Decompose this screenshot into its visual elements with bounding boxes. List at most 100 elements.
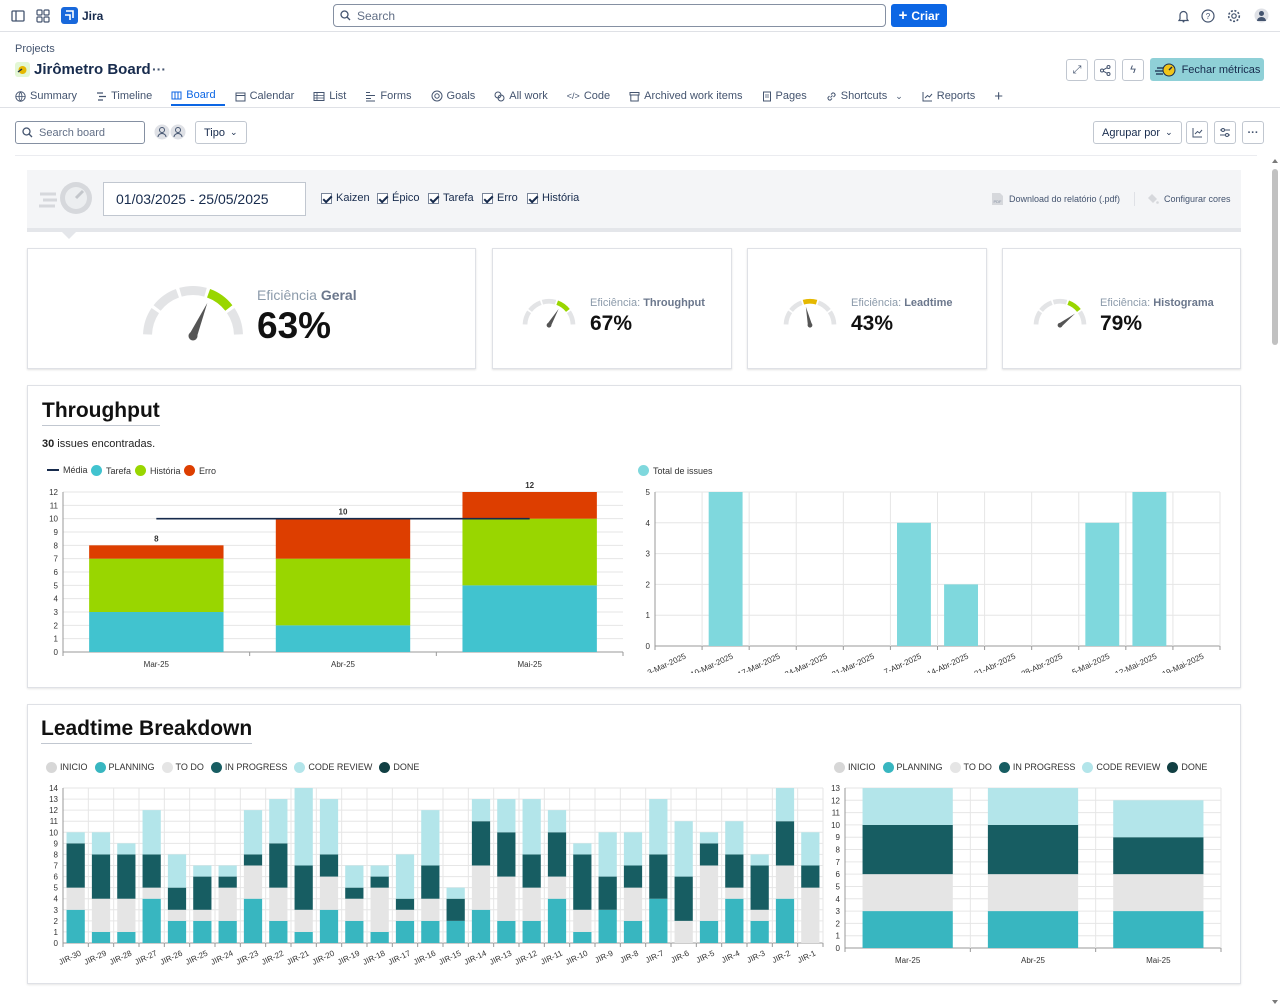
x-tick-label: Abr-25 [1021, 956, 1046, 965]
legend-item: TO DO [949, 761, 992, 773]
breadcrumb-projects[interactable]: Projects [15, 43, 55, 55]
legend-item: PLANNING [94, 761, 155, 773]
bar-segment [370, 865, 389, 877]
user-avatar-icon[interactable] [1253, 7, 1270, 24]
y-tick-label: 8 [54, 850, 59, 859]
y-tick-label: 0 [54, 939, 59, 948]
jira-logo-icon[interactable] [61, 7, 78, 24]
view-settings-button[interactable] [1214, 121, 1236, 144]
tab-timeline[interactable]: Timeline [96, 86, 161, 106]
bar-segment [193, 909, 212, 921]
y-tick-label: 1 [646, 611, 651, 620]
bar-segment [294, 931, 313, 943]
sidebar-toggle-icon[interactable] [10, 8, 26, 24]
y-tick-label: 5 [646, 488, 651, 497]
app-name[interactable]: Jira [82, 9, 104, 23]
bar-segment [421, 865, 440, 899]
bar-segment [750, 854, 769, 866]
share-button[interactable] [1094, 59, 1116, 81]
tab-reports[interactable]: Reports [922, 86, 985, 106]
tipo-dropdown[interactable]: Tipo ⌄ [195, 121, 247, 144]
app-switcher-icon[interactable] [35, 8, 51, 24]
project-more-button[interactable]: ··· [152, 61, 166, 77]
checkbox-kaizen[interactable]: Kaizen [321, 192, 370, 204]
bar-segment [471, 799, 491, 822]
y-tick-label: 11 [832, 809, 841, 818]
assignee-avatars[interactable] [153, 123, 187, 141]
scrollbar-thumb[interactable] [1272, 169, 1278, 345]
fullscreen-button[interactable]: ⤢ [1066, 59, 1088, 81]
scroll-up-arrow-icon[interactable] [1271, 157, 1279, 165]
tab-pages[interactable]: Pages [762, 86, 816, 106]
x-tick-label: JIR-8 [619, 948, 641, 964]
tab-summary[interactable]: Summary [15, 86, 86, 106]
bar-segment [750, 909, 769, 921]
scroll-down-arrow-icon[interactable] [1271, 998, 1279, 1006]
gauge-card-leadtime: Eficiência: Leadtime 43% [747, 248, 987, 369]
add-tab-button[interactable]: + [994, 86, 1012, 106]
legend-dot [210, 761, 222, 773]
link-icon [827, 91, 836, 101]
bar-segment [471, 909, 491, 943]
download-report-button[interactable]: PDF Download do relatório (.pdf) [991, 192, 1120, 206]
tab-forms[interactable]: Forms [365, 86, 420, 106]
global-search-input[interactable]: Search [333, 4, 886, 27]
tab-board[interactable]: Board [171, 86, 225, 106]
bar-segment [801, 887, 820, 943]
data-label: 12 [525, 481, 534, 490]
legend-dot [638, 465, 649, 476]
leadtime-legend-left: INICIO PLANNING TO DO IN PROGRESS CODE REVIE… [46, 760, 419, 774]
legend-label: INICIO [60, 762, 88, 772]
tab-list[interactable]: List [313, 86, 355, 106]
bar-segment [699, 843, 719, 866]
y-tick-label: 6 [54, 568, 59, 577]
date-range-picker[interactable]: 01/03/2025 - 25/05/2025 [103, 182, 306, 216]
checkbox-historia[interactable]: História [527, 192, 579, 204]
create-button[interactable]: + Criar [891, 4, 947, 27]
legend-item: TO DO [161, 761, 204, 773]
bar-segment [91, 832, 111, 855]
configure-colors-button[interactable]: Configurar cores [1146, 192, 1231, 205]
legend-dot [135, 465, 146, 476]
bar-segment [370, 931, 389, 943]
y-tick-label: 5 [54, 884, 59, 893]
gauge-segment [1033, 310, 1043, 325]
help-icon[interactable]: ? [1200, 8, 1216, 24]
notifications-bell-icon[interactable] [1175, 8, 1191, 24]
bar-segment [294, 909, 313, 932]
bar-segment [89, 545, 224, 559]
pages-icon [762, 91, 771, 101]
gauge-geral-chart [143, 286, 243, 341]
tab-shortcuts[interactable]: Shortcuts ⌄ [826, 86, 912, 106]
checkbox-label: Erro [497, 192, 518, 204]
legend-item: IN PROGRESS [210, 761, 287, 773]
settings-gear-icon[interactable] [1226, 8, 1242, 24]
insights-button[interactable] [1186, 121, 1208, 144]
y-tick-label: 10 [831, 821, 840, 830]
tab-goals[interactable]: Goals [431, 86, 485, 106]
checkbox-erro[interactable]: Erro [482, 192, 518, 204]
legend-dot [46, 761, 57, 773]
checkbox-epico[interactable]: Épico [377, 192, 420, 204]
tab-label: Board [186, 89, 216, 101]
legend-item: CODE REVIEW [1082, 761, 1160, 773]
bar-segment [446, 920, 465, 943]
agrupar-por-dropdown[interactable]: Agrupar por ⌄ [1093, 121, 1182, 144]
tab-all-work[interactable]: All work [494, 86, 557, 106]
page-scrollbar[interactable] [1270, 157, 1280, 1008]
tab-calendar[interactable]: Calendar [235, 86, 304, 106]
bar-segment [370, 876, 389, 888]
more-options-button[interactable]: ··· [1242, 121, 1264, 144]
gauge-needle-hub [1057, 322, 1063, 328]
checkbox-tarefa[interactable]: Tarefa [428, 192, 474, 204]
close-metrics-button[interactable]: Fechar métricas [1150, 58, 1264, 81]
bar-segment [471, 865, 491, 910]
bar-segment [142, 898, 161, 943]
tab-code[interactable]: </> Code [567, 86, 619, 106]
bar-segment [775, 821, 795, 866]
automation-button[interactable]: ϟ [1122, 59, 1144, 81]
search-board-input[interactable]: Search board [15, 121, 145, 144]
tab-archived[interactable]: Archived work items [629, 86, 751, 106]
throughput-section: Throughput 30 issues encontradas. Média … [27, 385, 1241, 688]
